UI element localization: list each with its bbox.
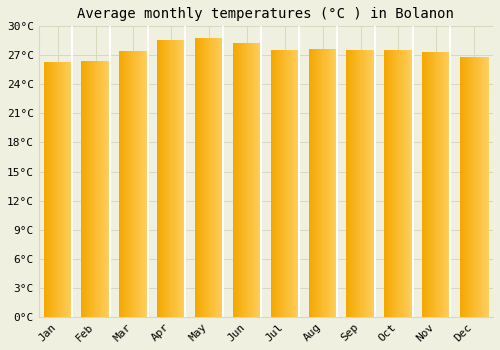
Title: Average monthly temperatures (°C ) in Bolanon: Average monthly temperatures (°C ) in Bo… <box>78 7 454 21</box>
